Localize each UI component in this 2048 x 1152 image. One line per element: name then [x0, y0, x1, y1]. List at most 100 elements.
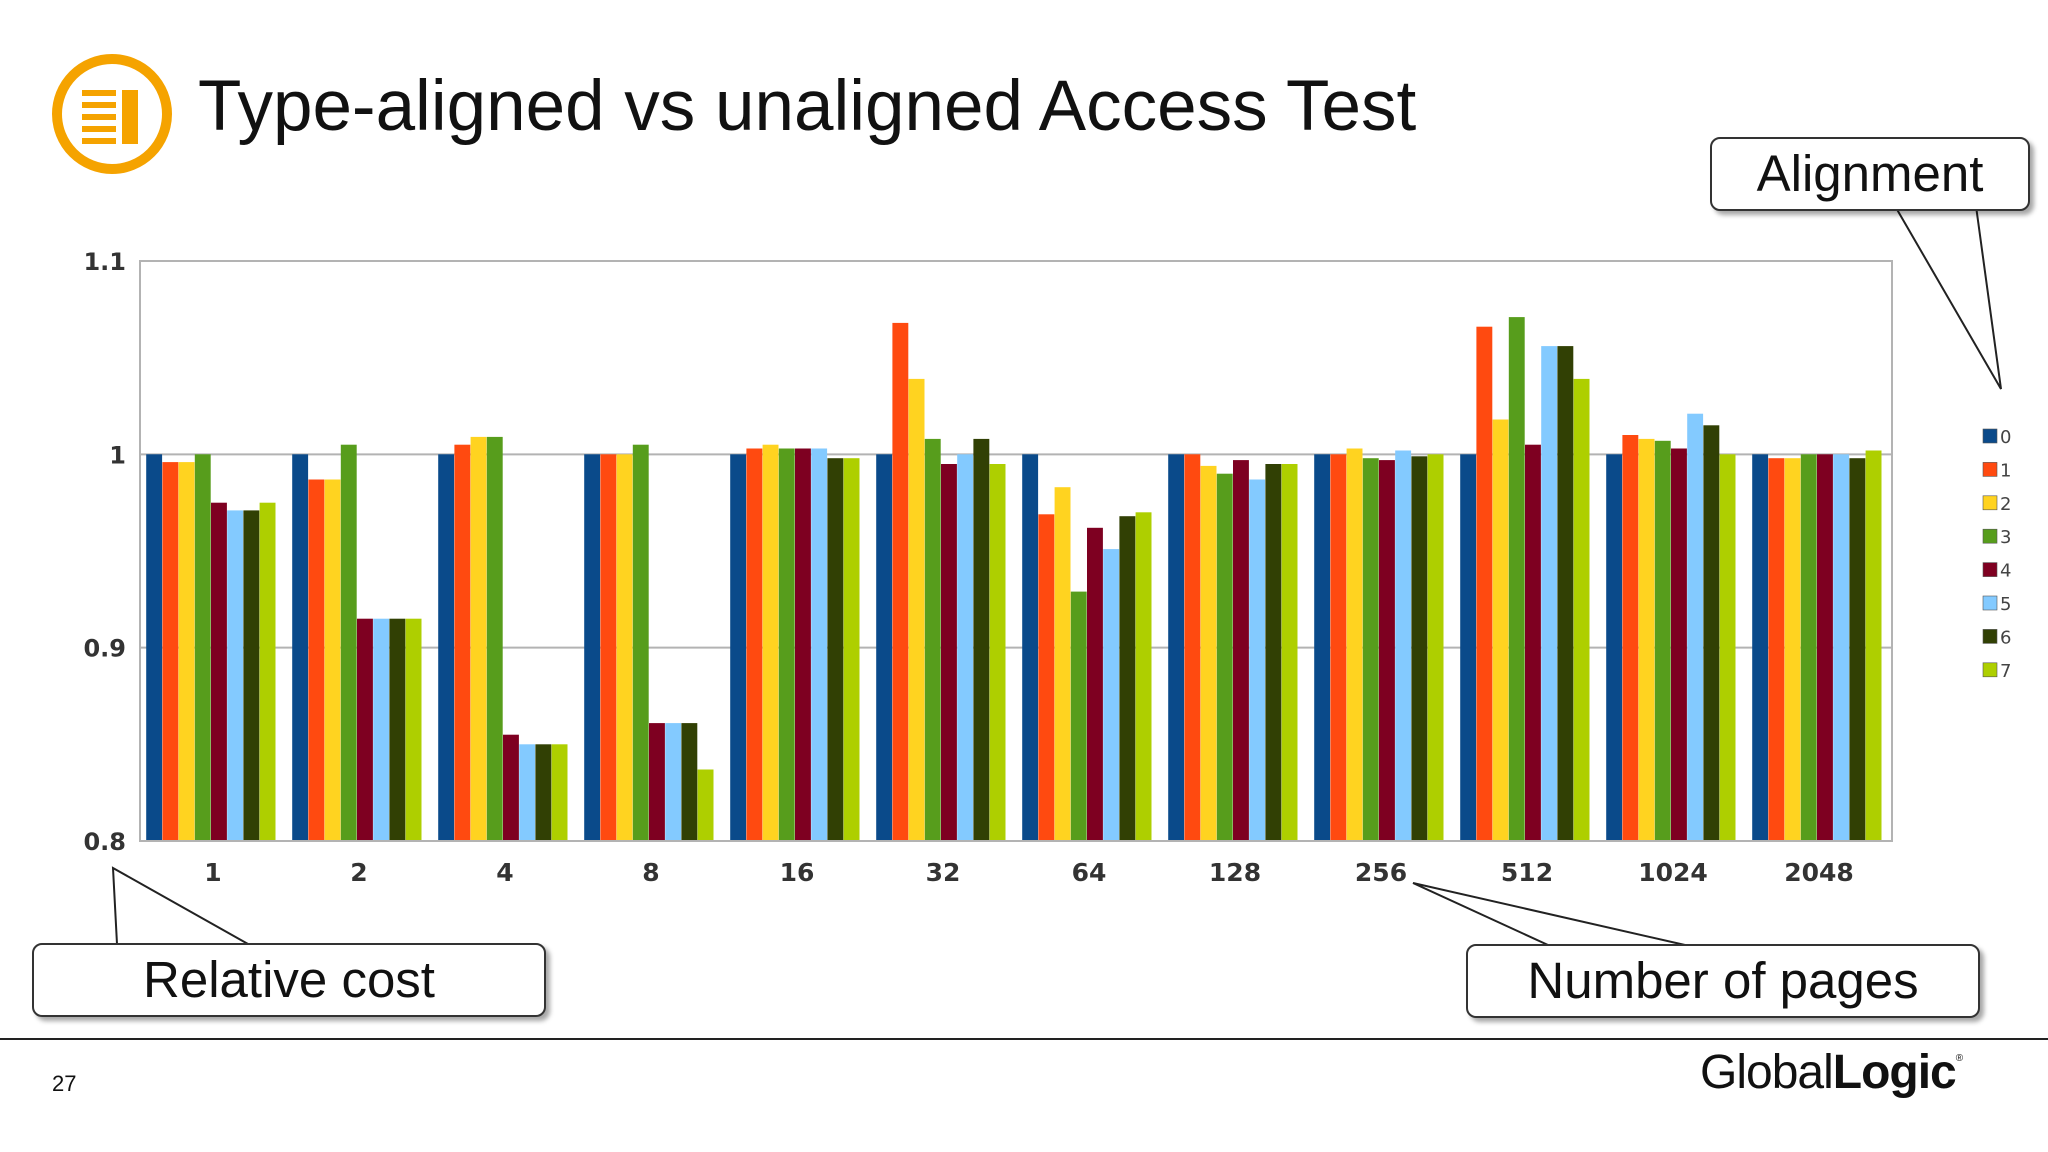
bar-series-5-cat-8 [665, 723, 682, 841]
legend-swatch-6 [1982, 629, 1998, 644]
number-of-pages-callout: Number of pages [1466, 944, 1980, 1018]
bar-series-1-cat-32 [892, 322, 909, 841]
bar-series-1-cat-8 [600, 454, 617, 841]
bar-series-1-cat-128 [1184, 454, 1201, 841]
bar-series-3-cat-2048 [1800, 454, 1817, 841]
legend-label-5: 5 [2000, 594, 2011, 615]
bar-series-1-cat-1024 [1622, 435, 1639, 841]
bar-series-2-cat-1024 [1638, 438, 1655, 841]
bar-series-6-cat-1024 [1703, 425, 1720, 841]
legend-label-7: 7 [2000, 661, 2011, 682]
number-of-pages-callout-text: Number of pages [1527, 952, 1919, 1009]
alignment-callout: Alignment [1710, 137, 2030, 211]
bar-series-1-cat-512 [1476, 326, 1493, 841]
y-tick-label: 1.1 [83, 248, 126, 276]
brand-registered-mark: ® [1955, 1053, 1963, 1064]
x-tick-label: 4 [496, 858, 513, 887]
bar-series-6-cat-2 [389, 618, 406, 841]
bar-series-0-cat-2048 [1752, 454, 1769, 841]
bar-series-0-cat-8 [584, 454, 601, 841]
bar-series-1-cat-256 [1330, 454, 1347, 841]
x-tick-label: 512 [1501, 858, 1553, 887]
bar-series-5-cat-128 [1249, 479, 1266, 841]
bar-series-6-cat-1 [243, 510, 260, 841]
legend-label-0: 0 [2000, 427, 2011, 448]
bar-series-4-cat-8 [649, 723, 665, 841]
legend-label-1: 1 [2000, 460, 2011, 481]
legend-label-4: 4 [2000, 561, 2011, 582]
x-tick-label: 2048 [1784, 858, 1854, 887]
bar-series-2-cat-512 [1492, 419, 1509, 841]
bar-series-3-cat-512 [1508, 317, 1525, 842]
bar-series-5-cat-32 [957, 454, 974, 841]
bar-series-0-cat-16 [730, 454, 747, 841]
bar-series-5-cat-1 [227, 510, 244, 841]
bar-series-2-cat-16 [762, 444, 779, 841]
bar-series-3-cat-2 [340, 444, 357, 841]
bar-series-5-cat-64 [1103, 549, 1120, 841]
slide-title: Type-aligned vs unaligned Access Test [198, 67, 1417, 146]
x-tick-label: 1024 [1638, 858, 1708, 887]
bar-series-4-cat-32 [941, 464, 957, 841]
bar-series-7-cat-64 [1135, 512, 1152, 841]
bar-series-4-cat-16 [795, 448, 811, 841]
bar-series-5-cat-1024 [1687, 413, 1704, 841]
bar-series-4-cat-128 [1233, 460, 1249, 841]
relative-cost-callout: Relative cost [32, 943, 546, 1017]
legend-label-6: 6 [2000, 627, 2011, 648]
bar-series-1-cat-2 [308, 479, 325, 841]
bar-series-7-cat-1024 [1719, 454, 1736, 841]
legend-swatch-1 [1982, 462, 1998, 477]
y-tick-label: 0.9 [83, 635, 126, 663]
relative-cost-callout-text: Relative cost [143, 951, 435, 1008]
bar-series-7-cat-32 [989, 464, 1006, 841]
bar-series-0-cat-32 [876, 454, 893, 841]
bar-series-6-cat-8 [681, 723, 698, 841]
alignment-callout-text: Alignment [1756, 145, 1984, 202]
x-tick-label: 1 [204, 858, 221, 887]
bar-series-2-cat-1 [178, 462, 195, 841]
bar-series-4-cat-512 [1525, 444, 1541, 841]
bar-series-3-cat-256 [1362, 458, 1379, 841]
bar-series-6-cat-256 [1411, 456, 1428, 841]
bar-series-7-cat-2 [405, 618, 422, 841]
bar-series-4-cat-1 [211, 502, 227, 841]
bar-series-3-cat-4 [486, 436, 503, 841]
x-tick-label: 16 [780, 858, 815, 887]
bar-series-5-cat-256 [1395, 450, 1412, 841]
bar-series-0-cat-512 [1460, 454, 1477, 841]
bar-series-2-cat-64 [1054, 487, 1071, 841]
legend-swatch-2 [1982, 495, 1998, 511]
x-tick-label: 128 [1209, 858, 1261, 887]
brand-light: Global [1700, 1046, 1834, 1099]
page-number: 27 [52, 1071, 77, 1096]
y-tick-label: 0.8 [83, 828, 126, 856]
bar-series-3-cat-128 [1216, 473, 1233, 841]
bar-series-3-cat-64 [1070, 591, 1087, 841]
bar-series-7-cat-1 [259, 502, 276, 841]
bar-series-6-cat-16 [827, 458, 844, 841]
relative-cost-callout-pointer [111, 866, 249, 945]
bar-series-4-cat-4 [503, 734, 519, 841]
legend-label-2: 2 [2000, 494, 2011, 515]
bar-series-5-cat-2 [373, 618, 390, 841]
plot-area [139, 260, 1893, 842]
bar-series-0-cat-1024 [1606, 454, 1623, 841]
bar-series-6-cat-4 [535, 744, 552, 841]
bar-series-7-cat-8 [697, 769, 714, 841]
bar-series-2-cat-2048 [1784, 458, 1801, 841]
footer-divider [0, 1038, 2048, 1040]
bar-series-2-cat-256 [1346, 448, 1363, 841]
bar-series-7-cat-16 [843, 458, 860, 841]
x-tick-label: 64 [1072, 858, 1107, 887]
bar-series-7-cat-256 [1427, 454, 1444, 841]
bar-series-0-cat-64 [1022, 454, 1039, 841]
bar-series-5-cat-2048 [1833, 454, 1850, 841]
bar-series-7-cat-512 [1573, 378, 1590, 841]
callout-leader-lines [111, 205, 2002, 946]
slide-logo-document-list-icon [52, 54, 172, 174]
bar-series-2-cat-4 [470, 436, 487, 841]
bar-series-0-cat-128 [1168, 454, 1185, 841]
bar-series-7-cat-4 [551, 744, 568, 841]
